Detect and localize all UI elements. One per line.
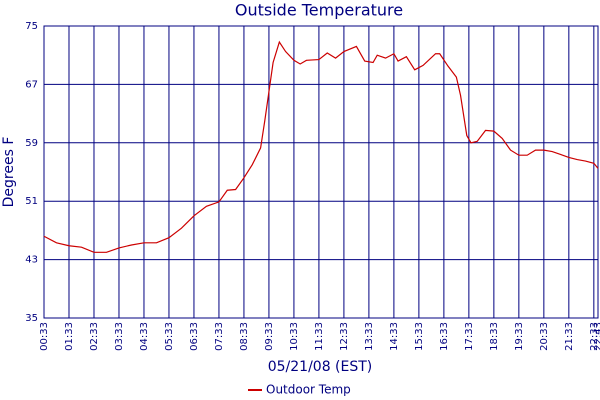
y-tick-label: 51 — [25, 196, 38, 207]
x-tick-label: 07:33 — [214, 322, 225, 351]
x-tick-label: 13:33 — [364, 322, 375, 351]
x-tick-label: 03:33 — [114, 322, 125, 351]
line-series — [43, 40, 599, 253]
x-tick-label: 02:33 — [89, 322, 100, 351]
y-tick-label: 59 — [25, 138, 38, 149]
x-tick-label: 20:33 — [539, 322, 550, 351]
x-tick-label: 17:33 — [464, 322, 475, 351]
x-tick-label: 06:33 — [189, 322, 200, 351]
plot-frame — [43, 25, 599, 319]
x-tick-label: 01:33 — [64, 322, 75, 351]
x-tick-label: 16:33 — [439, 322, 450, 351]
y-axis-label: Degrees F — [1, 137, 17, 208]
y-tick-label: 35 — [25, 313, 38, 324]
x-tick-label: 10:33 — [289, 322, 300, 351]
legend-label: Outdoor Temp — [266, 383, 351, 397]
y-tick-label: 43 — [25, 255, 38, 266]
x-tick-label: 11:33 — [314, 322, 325, 351]
x-tick-label: 22:33 — [589, 322, 600, 351]
x-tick-label: 00:33 — [39, 322, 50, 351]
x-axis-label: 05/21/08 (EST) — [268, 359, 373, 375]
x-tick-label: 14:33 — [389, 322, 400, 351]
x-tick-label: 09:33 — [264, 322, 275, 351]
x-tick-label: 18:33 — [489, 322, 500, 351]
y-tick-label: 75 — [25, 21, 38, 32]
x-tick-label: 21:33 — [564, 322, 575, 351]
x-tick-label: 22:43 — [593, 322, 600, 351]
chart-title: Outside Temperature — [235, 1, 403, 20]
x-tick-label: 12:33 — [339, 322, 350, 351]
x-tick-label: 15:33 — [414, 322, 425, 351]
x-tick-label: 05:33 — [164, 322, 175, 351]
y-tick-label: 67 — [25, 79, 38, 90]
x-tick-label: 08:33 — [239, 322, 250, 351]
x-tick-label: 04:33 — [139, 322, 150, 351]
x-tick-label: 19:33 — [514, 322, 525, 351]
